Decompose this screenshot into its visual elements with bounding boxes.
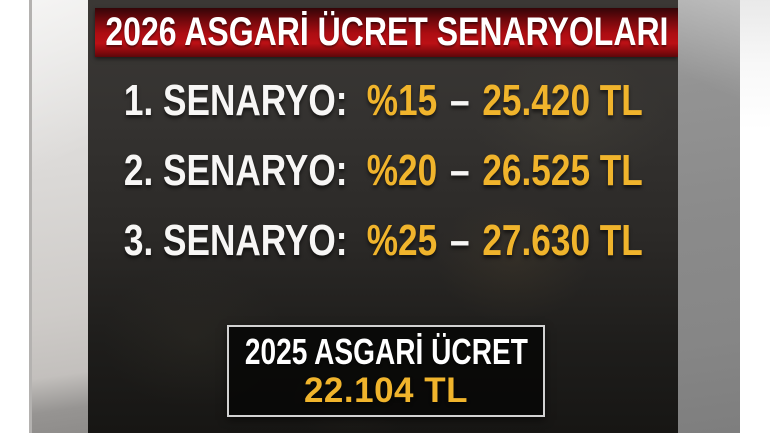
scenario-3-amount: 27.630 TL [482,216,643,265]
scenario-1-separator: – [449,76,470,125]
current-wage-amount: 22.104 TL [303,371,469,410]
headline-banner: 2026 ASGARİ ÜCRET SENARYOLARI [95,8,678,57]
scenario-1-label: 1. SENARYO: [123,76,348,125]
scenario-list: 1. SENARYO: %15 – 25.420 TL 2. SENARYO: … [88,66,678,276]
scenario-2-percent: %20 [366,146,437,195]
scenario-3-percent: %25 [366,216,437,265]
scenario-1-percent: %15 [366,76,437,125]
current-wage-box: 2025 ASGARİ ÜCRET 22.104 TL [227,325,545,417]
scenario-row-3: 3. SENARYO: %25 – 27.630 TL [88,206,678,276]
headline-title: 2026 ASGARİ ÜCRET SENARYOLARI [104,10,669,54]
scenario-3-separator: – [449,216,470,265]
scenario-row-1: 1. SENARYO: %15 – 25.420 TL [88,66,678,136]
right-white-edge [740,0,770,433]
scenario-row-2: 2. SENARYO: %20 – 26.525 TL [88,136,678,206]
scenario-2-separator: – [449,146,470,195]
current-wage-title: 2025 ASGARİ ÜCRET [244,331,528,372]
main-panel: 2026 ASGARİ ÜCRET SENARYOLARI 1. SENARYO… [88,0,678,433]
scenario-2-label: 2. SENARYO: [123,146,348,195]
scenario-1-amount: 25.420 TL [482,76,643,125]
scenario-3-label: 3. SENARYO: [123,216,348,265]
right-gray-strip [678,0,740,433]
left-edge-divider [29,0,32,433]
left-glossy-strip [32,0,88,433]
scenario-2-amount: 26.525 TL [482,146,643,195]
